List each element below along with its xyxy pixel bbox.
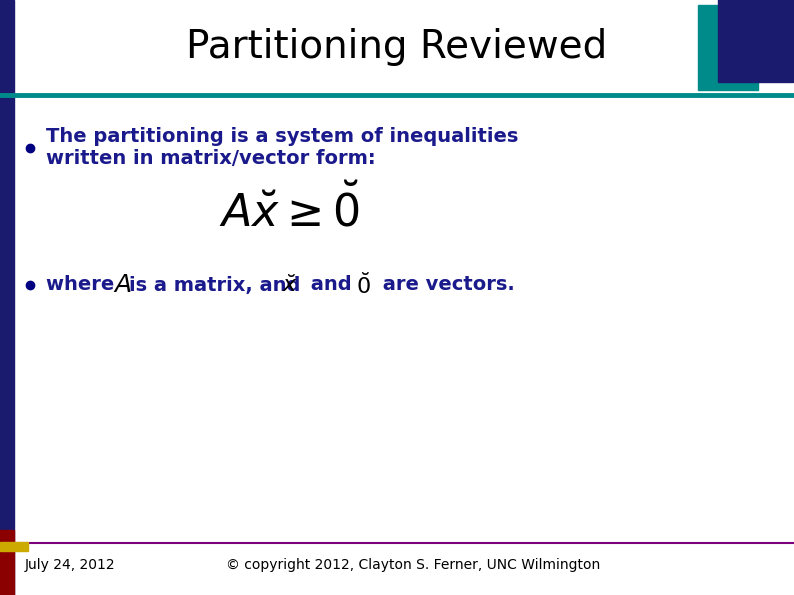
Text: The partitioning is a system of inequalities: The partitioning is a system of inequali… [46,127,518,146]
Text: $\mathit{A}$: $\mathit{A}$ [113,273,132,297]
Text: $\breve{x}$: $\breve{x}$ [282,274,298,296]
Text: where: where [46,275,121,295]
Bar [0,0,14,595]
Bar [0,530,14,595]
Text: $\mathit{A}\breve{x} \geq \breve{0}$: $\mathit{A}\breve{x} \geq \breve{0}$ [219,185,360,235]
Bar [698,5,758,90]
Text: is a matrix, and: is a matrix, and [129,275,307,295]
Text: and: and [304,275,358,295]
Bar [0,542,28,551]
Text: are vectors.: are vectors. [376,275,515,295]
Text: July 24, 2012: July 24, 2012 [25,558,116,572]
Text: © copyright 2012, Clayton S. Ferner, UNC Wilmington: © copyright 2012, Clayton S. Ferner, UNC… [225,558,600,572]
Text: written in matrix/vector form:: written in matrix/vector form: [46,149,376,168]
Bar [718,0,793,82]
Text: $\breve{0}$: $\breve{0}$ [356,272,371,298]
Text: Partitioning Reviewed: Partitioning Reviewed [187,28,607,66]
